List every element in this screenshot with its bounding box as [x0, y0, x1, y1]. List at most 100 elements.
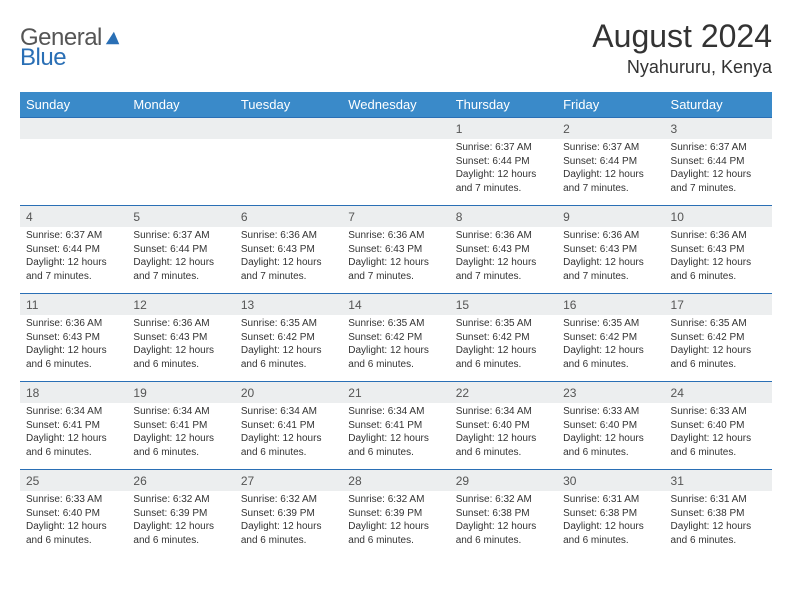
day-detail-line: and 6 minutes. — [241, 446, 336, 460]
day-detail-line: Daylight: 12 hours — [563, 344, 658, 358]
day-detail-line: Daylight: 12 hours — [671, 168, 766, 182]
calendar-cell — [127, 117, 234, 205]
day-detail-line: and 6 minutes. — [563, 358, 658, 372]
day-number: 11 — [20, 294, 127, 315]
day-detail-line: and 7 minutes. — [241, 270, 336, 284]
day-detail-line: Sunset: 6:40 PM — [26, 507, 121, 521]
calendar-cell: 23Sunrise: 6:33 AMSunset: 6:40 PMDayligh… — [557, 381, 664, 469]
day-details: Sunrise: 6:34 AMSunset: 6:41 PMDaylight:… — [342, 403, 449, 463]
weekday-header: Saturday — [665, 92, 772, 117]
calendar-table: Sunday Monday Tuesday Wednesday Thursday… — [20, 92, 772, 557]
day-details — [20, 139, 127, 145]
day-number: 12 — [127, 294, 234, 315]
day-detail-line: Sunrise: 6:36 AM — [348, 229, 443, 243]
day-detail-line: Sunrise: 6:35 AM — [456, 317, 551, 331]
calendar-cell: 3Sunrise: 6:37 AMSunset: 6:44 PMDaylight… — [665, 117, 772, 205]
day-number: 8 — [450, 206, 557, 227]
day-detail-line: Sunrise: 6:37 AM — [133, 229, 228, 243]
day-number: 1 — [450, 118, 557, 139]
calendar-head: Sunday Monday Tuesday Wednesday Thursday… — [20, 92, 772, 117]
day-detail-line: Daylight: 12 hours — [26, 256, 121, 270]
day-number: 30 — [557, 470, 664, 491]
day-details: Sunrise: 6:36 AMSunset: 6:43 PMDaylight:… — [665, 227, 772, 287]
day-detail-line: Sunset: 6:44 PM — [26, 243, 121, 257]
calendar-body: 1Sunrise: 6:37 AMSunset: 6:44 PMDaylight… — [20, 117, 772, 557]
day-detail-line: and 6 minutes. — [456, 534, 551, 548]
day-number: 25 — [20, 470, 127, 491]
day-detail-line: and 7 minutes. — [671, 182, 766, 196]
calendar-cell — [342, 117, 449, 205]
day-detail-line: Daylight: 12 hours — [563, 432, 658, 446]
day-detail-line: Sunset: 6:43 PM — [241, 243, 336, 257]
day-details: Sunrise: 6:35 AMSunset: 6:42 PMDaylight:… — [450, 315, 557, 375]
calendar-cell: 30Sunrise: 6:31 AMSunset: 6:38 PMDayligh… — [557, 469, 664, 557]
day-detail-line: Daylight: 12 hours — [456, 520, 551, 534]
day-detail-line: Daylight: 12 hours — [241, 256, 336, 270]
day-details: Sunrise: 6:37 AMSunset: 6:44 PMDaylight:… — [665, 139, 772, 199]
calendar-cell: 28Sunrise: 6:32 AMSunset: 6:39 PMDayligh… — [342, 469, 449, 557]
calendar-cell: 8Sunrise: 6:36 AMSunset: 6:43 PMDaylight… — [450, 205, 557, 293]
calendar-cell: 19Sunrise: 6:34 AMSunset: 6:41 PMDayligh… — [127, 381, 234, 469]
day-detail-line: Daylight: 12 hours — [671, 520, 766, 534]
day-detail-line: Sunset: 6:40 PM — [563, 419, 658, 433]
day-detail-line: Sunrise: 6:36 AM — [671, 229, 766, 243]
day-number: 24 — [665, 382, 772, 403]
weekday-header: Tuesday — [235, 92, 342, 117]
day-details: Sunrise: 6:32 AMSunset: 6:39 PMDaylight:… — [127, 491, 234, 551]
day-details: Sunrise: 6:34 AMSunset: 6:41 PMDaylight:… — [127, 403, 234, 463]
day-detail-line: and 6 minutes. — [241, 534, 336, 548]
day-details: Sunrise: 6:32 AMSunset: 6:39 PMDaylight:… — [342, 491, 449, 551]
day-detail-line: and 6 minutes. — [456, 446, 551, 460]
day-detail-line: Sunset: 6:40 PM — [671, 419, 766, 433]
day-detail-line: Sunset: 6:39 PM — [348, 507, 443, 521]
day-detail-line: Sunrise: 6:35 AM — [348, 317, 443, 331]
day-details: Sunrise: 6:37 AMSunset: 6:44 PMDaylight:… — [557, 139, 664, 199]
day-detail-line: and 6 minutes. — [133, 534, 228, 548]
calendar-cell: 4Sunrise: 6:37 AMSunset: 6:44 PMDaylight… — [20, 205, 127, 293]
day-detail-line: and 6 minutes. — [671, 358, 766, 372]
day-detail-line: Sunset: 6:42 PM — [563, 331, 658, 345]
weekday-header: Friday — [557, 92, 664, 117]
day-details: Sunrise: 6:34 AMSunset: 6:41 PMDaylight:… — [20, 403, 127, 463]
day-detail-line: Daylight: 12 hours — [671, 256, 766, 270]
day-detail-line: Sunset: 6:44 PM — [456, 155, 551, 169]
day-detail-line: and 6 minutes. — [26, 446, 121, 460]
day-number: 18 — [20, 382, 127, 403]
day-detail-line: and 6 minutes. — [563, 534, 658, 548]
calendar-cell: 11Sunrise: 6:36 AMSunset: 6:43 PMDayligh… — [20, 293, 127, 381]
calendar-row: 4Sunrise: 6:37 AMSunset: 6:44 PMDaylight… — [20, 205, 772, 293]
day-number — [342, 118, 449, 125]
day-detail-line: Sunset: 6:42 PM — [456, 331, 551, 345]
calendar-cell: 18Sunrise: 6:34 AMSunset: 6:41 PMDayligh… — [20, 381, 127, 469]
day-number: 22 — [450, 382, 557, 403]
weekday-header: Sunday — [20, 92, 127, 117]
day-detail-line: Sunset: 6:38 PM — [563, 507, 658, 521]
calendar-cell: 7Sunrise: 6:36 AMSunset: 6:43 PMDaylight… — [342, 205, 449, 293]
calendar-row: 18Sunrise: 6:34 AMSunset: 6:41 PMDayligh… — [20, 381, 772, 469]
day-number: 15 — [450, 294, 557, 315]
day-detail-line: Sunrise: 6:32 AM — [456, 493, 551, 507]
day-detail-line: Daylight: 12 hours — [133, 520, 228, 534]
day-detail-line: Daylight: 12 hours — [456, 432, 551, 446]
day-details: Sunrise: 6:36 AMSunset: 6:43 PMDaylight:… — [127, 315, 234, 375]
day-detail-line: and 7 minutes. — [26, 270, 121, 284]
day-details — [127, 139, 234, 145]
calendar-cell: 10Sunrise: 6:36 AMSunset: 6:43 PMDayligh… — [665, 205, 772, 293]
calendar-cell: 22Sunrise: 6:34 AMSunset: 6:40 PMDayligh… — [450, 381, 557, 469]
day-details — [342, 139, 449, 145]
day-detail-line: Sunrise: 6:35 AM — [671, 317, 766, 331]
sail-icon — [104, 29, 122, 47]
calendar-cell: 31Sunrise: 6:31 AMSunset: 6:38 PMDayligh… — [665, 469, 772, 557]
calendar-cell: 12Sunrise: 6:36 AMSunset: 6:43 PMDayligh… — [127, 293, 234, 381]
calendar-row: 1Sunrise: 6:37 AMSunset: 6:44 PMDaylight… — [20, 117, 772, 205]
day-details: Sunrise: 6:37 AMSunset: 6:44 PMDaylight:… — [20, 227, 127, 287]
day-details: Sunrise: 6:31 AMSunset: 6:38 PMDaylight:… — [665, 491, 772, 551]
day-detail-line: Sunrise: 6:32 AM — [241, 493, 336, 507]
logo-text-blue: Blue — [20, 44, 66, 71]
day-detail-line: Daylight: 12 hours — [241, 520, 336, 534]
day-number: 26 — [127, 470, 234, 491]
day-detail-line: Daylight: 12 hours — [348, 432, 443, 446]
day-detail-line: Sunset: 6:43 PM — [26, 331, 121, 345]
day-detail-line: Sunset: 6:40 PM — [456, 419, 551, 433]
day-detail-line: Daylight: 12 hours — [133, 256, 228, 270]
